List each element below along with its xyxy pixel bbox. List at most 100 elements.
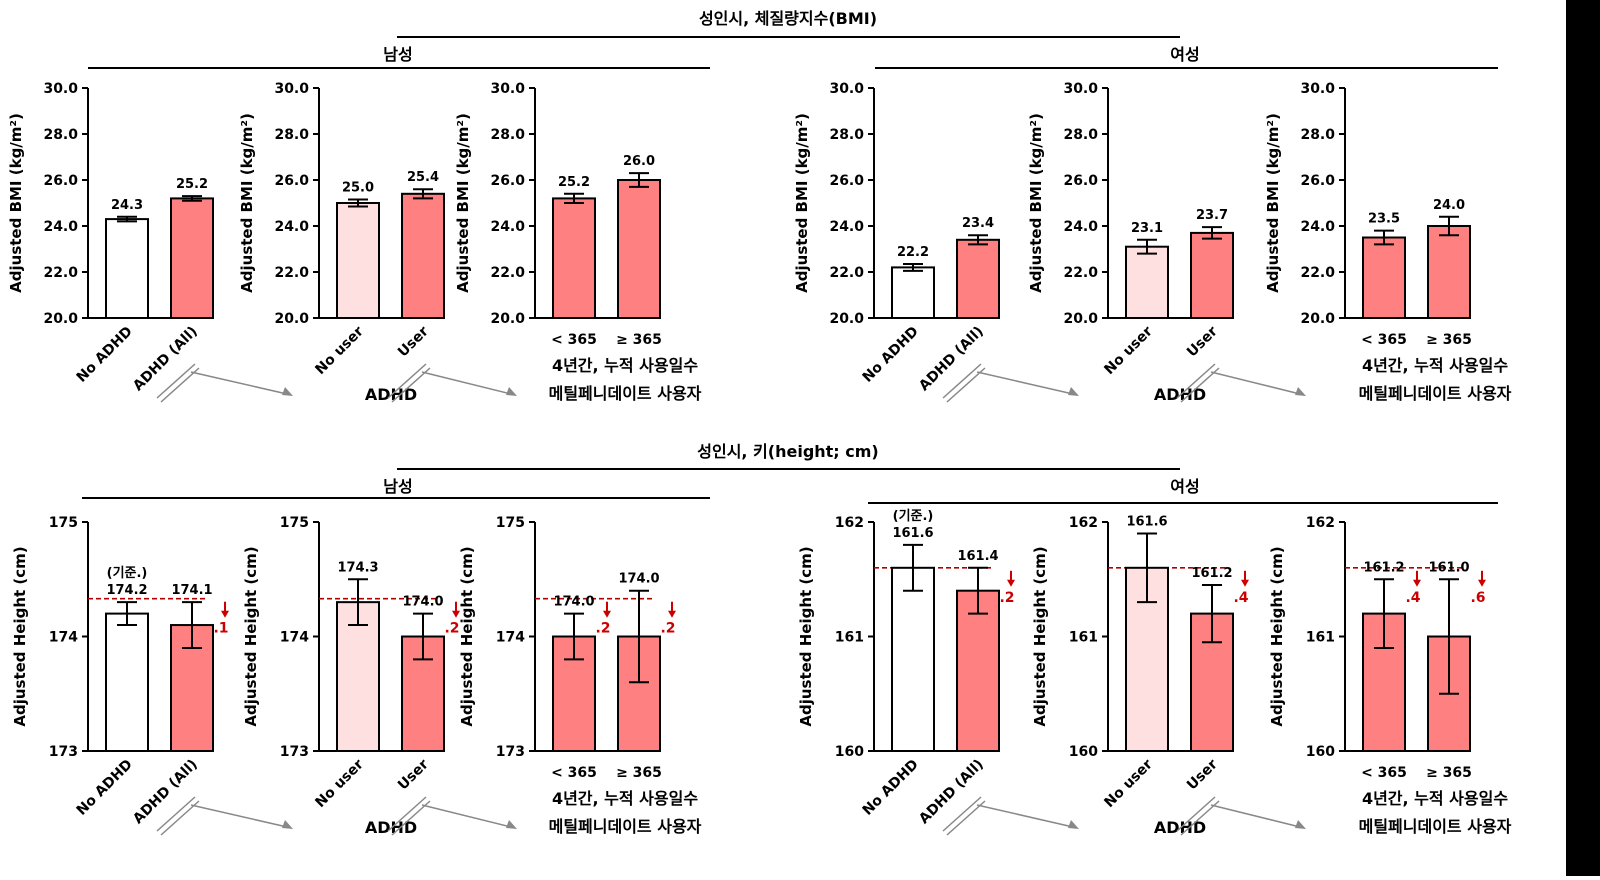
diff-label: .4 bbox=[1233, 590, 1248, 606]
subgroup-label-line2: 메틸페니데이트 사용자 bbox=[549, 817, 702, 836]
category-label: No ADHD bbox=[74, 757, 136, 819]
bar bbox=[1125, 245, 1169, 319]
bar bbox=[891, 566, 935, 752]
category-label: < 365 bbox=[551, 765, 597, 781]
value-label: 23.7 bbox=[1196, 208, 1228, 223]
y-tick-label: 30.0 bbox=[829, 81, 864, 97]
diff-label: .2 bbox=[999, 590, 1014, 606]
y-tick-label: 175 bbox=[496, 515, 525, 531]
category-label: ≥ 365 bbox=[1426, 765, 1472, 781]
y-tick-label: 28.0 bbox=[1063, 127, 1098, 143]
y-tick-label: 22.0 bbox=[274, 265, 309, 281]
height-section-title: 성인시, 키(height; cm) bbox=[697, 442, 879, 461]
slash-mark bbox=[1176, 796, 1216, 832]
bar bbox=[1190, 231, 1234, 319]
y-axis-label: Adjusted Height (cm) bbox=[242, 546, 260, 726]
category-label: ADHD (All) bbox=[130, 757, 201, 828]
bar bbox=[1362, 236, 1406, 319]
category-label: No user bbox=[1101, 756, 1155, 810]
value-label: 174.3 bbox=[337, 560, 378, 575]
connector-arrow-head bbox=[506, 387, 517, 396]
connector-arrow-head bbox=[1295, 820, 1306, 829]
slash-mark bbox=[1176, 363, 1216, 399]
y-tick-label: 24.0 bbox=[43, 219, 78, 235]
y-tick-label: 20.0 bbox=[1300, 311, 1335, 327]
diff-arrow-head bbox=[603, 610, 611, 618]
y-tick-label: 24.0 bbox=[829, 219, 864, 235]
category-label: User bbox=[395, 756, 432, 793]
slash-mark bbox=[391, 367, 431, 403]
y-tick-label: 28.0 bbox=[829, 127, 864, 143]
value-label: 161.2 bbox=[1363, 560, 1404, 575]
y-tick-label: 30.0 bbox=[1063, 81, 1098, 97]
bar bbox=[956, 238, 1000, 319]
panel-height-5: 160 161 162 Adjusted Height (cm) 161.6 161.2.… bbox=[1031, 514, 1306, 837]
reference-label: (기준.) bbox=[893, 509, 934, 524]
category-label: User bbox=[1184, 756, 1221, 793]
value-label: 25.2 bbox=[558, 175, 590, 190]
category-label: No user bbox=[312, 756, 366, 810]
bar bbox=[105, 218, 149, 320]
y-tick-label: 28.0 bbox=[274, 127, 309, 143]
connector-arrow bbox=[421, 804, 512, 828]
connector-arrow-head bbox=[1068, 820, 1079, 829]
category-label: No ADHD bbox=[860, 757, 922, 819]
category-label: ≥ 365 bbox=[1426, 332, 1472, 348]
y-axis-label: Adjusted BMI (kg/m²) bbox=[793, 113, 811, 293]
connector-arrow-head bbox=[1068, 387, 1079, 396]
connector-arrow bbox=[976, 371, 1074, 395]
y-axis-label: Adjusted BMI (kg/m²) bbox=[454, 113, 472, 293]
y-tick-label: 22.0 bbox=[490, 265, 525, 281]
connector-arrow bbox=[1210, 804, 1301, 828]
slash-mark bbox=[946, 367, 986, 403]
value-label: 161.0 bbox=[1428, 560, 1469, 575]
y-tick-label: 24.0 bbox=[1063, 219, 1098, 235]
panel-height-4: 160 161 162 Adjusted Height (cm) 161.6 (기준.) 1… bbox=[797, 509, 1079, 836]
panel-bmi-2: 20.0 22.0 24.0 26.0 28.0 30.0 Adjusted BMI (kg… bbox=[238, 81, 517, 404]
connector-arrow bbox=[190, 371, 288, 395]
connector-arrow bbox=[1210, 371, 1301, 395]
subgroup-label-line2: 메틸페니데이트 사용자 bbox=[549, 384, 702, 403]
category-label: ADHD (All) bbox=[916, 324, 987, 395]
value-label: 161.4 bbox=[957, 549, 998, 564]
connector-arrow bbox=[190, 804, 288, 828]
y-tick-label: 162 bbox=[1306, 515, 1335, 531]
bar bbox=[617, 179, 661, 319]
y-tick-label: 24.0 bbox=[274, 219, 309, 235]
category-label: < 365 bbox=[1361, 332, 1407, 348]
category-label: No user bbox=[312, 323, 366, 377]
slash-mark bbox=[156, 363, 196, 399]
y-tick-label: 20.0 bbox=[490, 311, 525, 327]
y-tick-label: 160 bbox=[835, 744, 864, 760]
value-label: 174.0 bbox=[402, 595, 443, 610]
y-tick-label: 20.0 bbox=[829, 311, 864, 327]
category-label: ADHD (All) bbox=[130, 324, 201, 395]
connector-arrow-head bbox=[506, 820, 517, 829]
connector-arrow bbox=[976, 804, 1074, 828]
slash-mark bbox=[160, 367, 200, 403]
y-axis-label: Adjusted BMI (kg/m²) bbox=[7, 113, 25, 293]
bar bbox=[336, 202, 380, 319]
y-tick-label: 22.0 bbox=[43, 265, 78, 281]
bar bbox=[170, 197, 214, 319]
subgroup-label-line1: 4년간, 누적 사용일수 bbox=[552, 356, 698, 375]
y-tick-label: 30.0 bbox=[490, 81, 525, 97]
y-axis-label: Adjusted Height (cm) bbox=[1031, 546, 1049, 726]
y-tick-label: 28.0 bbox=[43, 127, 78, 143]
y-tick-label: 26.0 bbox=[829, 173, 864, 189]
y-tick-label: 28.0 bbox=[490, 127, 525, 143]
value-label: 23.4 bbox=[962, 216, 994, 231]
height-female-title: 여성 bbox=[1170, 477, 1199, 496]
y-axis-label: Adjusted BMI (kg/m²) bbox=[1027, 113, 1045, 293]
value-label: 25.0 bbox=[342, 181, 374, 196]
value-label: 161.6 bbox=[1126, 514, 1167, 529]
y-tick-label: 160 bbox=[1069, 744, 1098, 760]
y-tick-label: 173 bbox=[496, 744, 525, 760]
y-tick-label: 161 bbox=[835, 630, 864, 646]
value-label: 24.0 bbox=[1433, 198, 1465, 213]
y-tick-label: 30.0 bbox=[1300, 81, 1335, 97]
y-tick-label: 160 bbox=[1306, 744, 1335, 760]
y-tick-label: 173 bbox=[49, 744, 78, 760]
y-tick-label: 161 bbox=[1306, 630, 1335, 646]
